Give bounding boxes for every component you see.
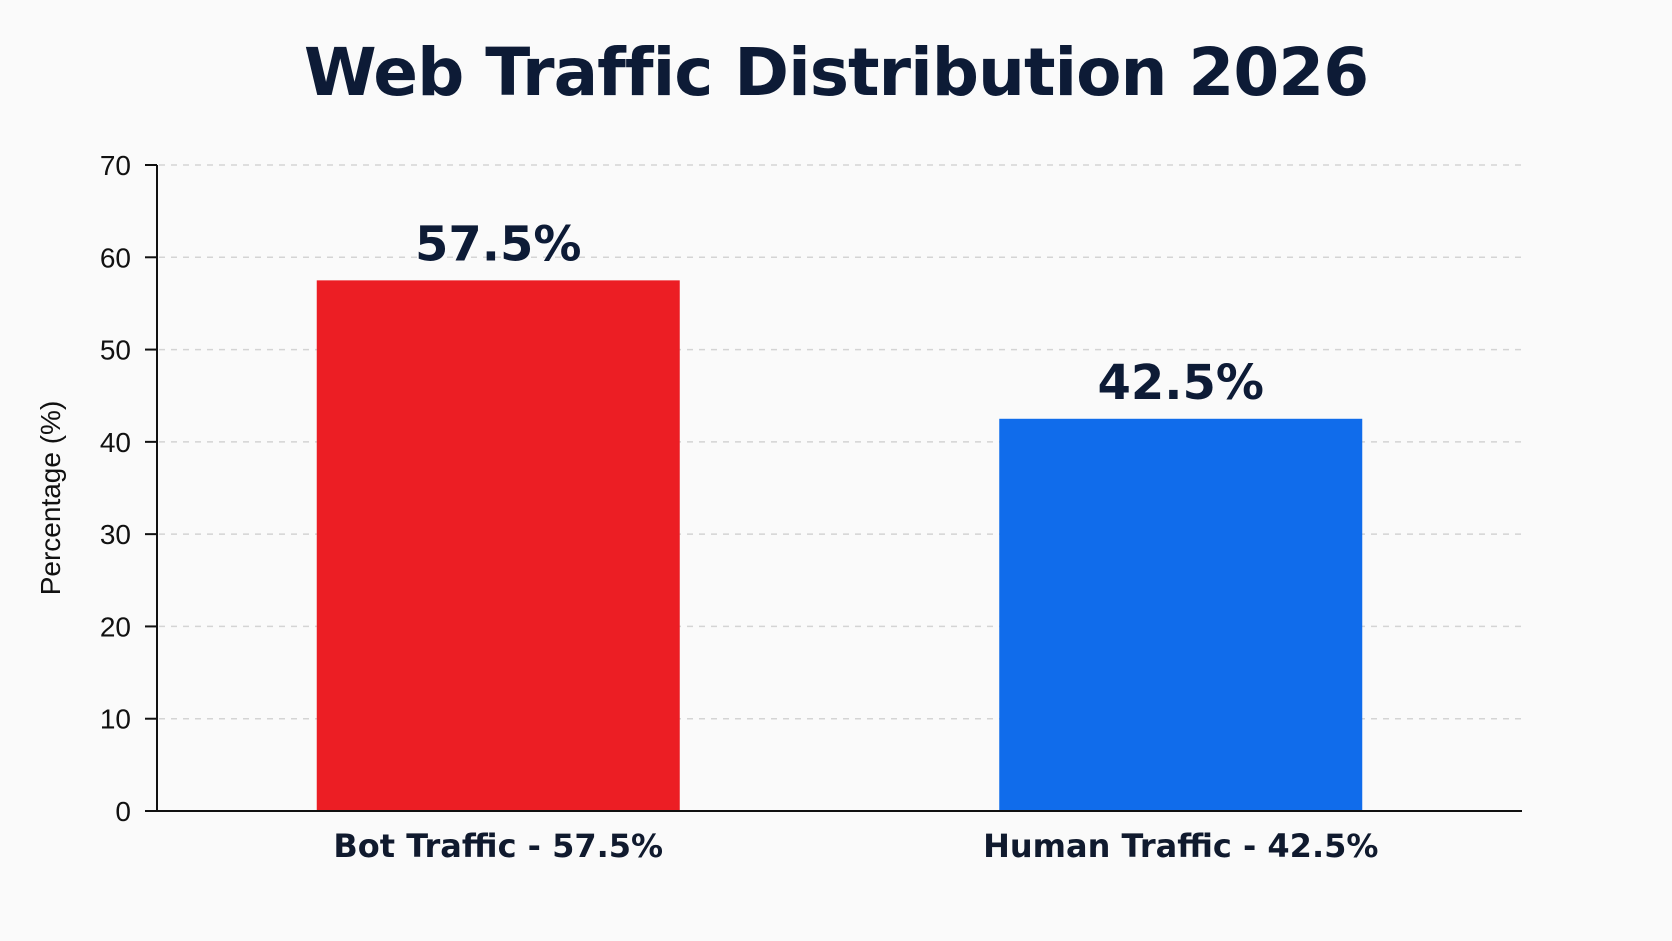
bar (999, 418, 1363, 811)
labels: 57.5% Bot Traffic - 57.5% 42.5% Human Traff… (333, 216, 1378, 865)
y-tick-label: 50 (100, 335, 131, 366)
chart-title: Web Traffic Distribution 2026 (303, 34, 1369, 111)
y-tick-label: 20 (100, 611, 131, 642)
y-tick-label: 60 (100, 242, 131, 273)
y-ticks: 0 10 20 30 40 50 60 70 (100, 150, 157, 827)
y-tick-label: 10 (100, 704, 131, 735)
bars (316, 280, 1363, 811)
y-tick-label: 70 (100, 150, 131, 181)
y-axis-label: Percentage (%) (35, 401, 66, 596)
bar (316, 280, 680, 811)
bar-data-label: 57.5% (415, 216, 582, 272)
y-tick-label: 0 (115, 796, 131, 827)
y-tick-label: 40 (100, 427, 131, 458)
x-category-label: Bot Traffic - 57.5% (333, 827, 663, 865)
y-tick-label: 30 (100, 519, 131, 550)
x-category-label: Human Traffic - 42.5% (983, 827, 1378, 865)
axes (156, 165, 1522, 812)
bar-data-label: 42.5% (1097, 355, 1264, 411)
